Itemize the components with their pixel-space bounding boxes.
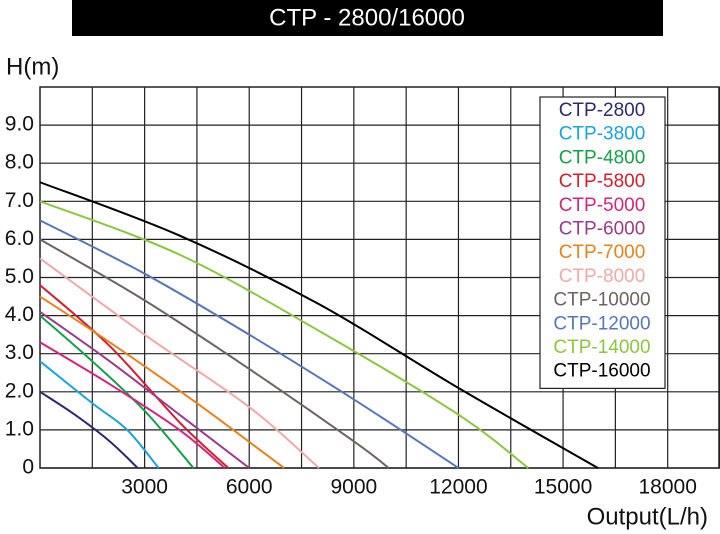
y-tick-label: 6.0 <box>5 227 34 250</box>
legend-label: CTP-3800 <box>559 124 646 145</box>
curve <box>39 200 529 469</box>
x-tick-label: 15000 <box>534 476 592 499</box>
legend-label: CTP-14000 <box>553 337 650 358</box>
curve <box>39 310 250 469</box>
x-axis-label: Output(L/h) <box>587 503 708 530</box>
y-tick-label: 3.0 <box>5 341 34 364</box>
curve <box>39 181 599 469</box>
y-tick-label: 1.0 <box>5 417 34 440</box>
title-bar <box>72 0 663 36</box>
y-tick-label: 4.0 <box>5 303 34 326</box>
x-tick-label: 18000 <box>638 476 696 499</box>
legend-label: CTP-12000 <box>553 313 650 334</box>
curve <box>39 360 160 469</box>
curve <box>39 341 226 469</box>
legend-label: CTP-8000 <box>559 266 646 287</box>
y-tick-label: 5.0 <box>5 265 34 288</box>
curve <box>39 314 195 469</box>
curve <box>39 295 285 469</box>
x-tick-label: 9000 <box>330 476 377 499</box>
curve <box>39 390 139 469</box>
legend-label: CTP-7000 <box>559 242 646 263</box>
plot-frame <box>39 86 720 469</box>
legend-label: CTP-6000 <box>559 219 646 240</box>
legend-label: CTP-5800 <box>559 171 646 192</box>
curve <box>39 219 460 469</box>
x-tick-label: 3000 <box>121 476 168 499</box>
curve <box>39 257 320 469</box>
y-tick-label: 9.0 <box>5 113 34 136</box>
y-tick-label: 7.0 <box>5 189 34 212</box>
legend-label: CTP-16000 <box>553 361 650 382</box>
legend-label: CTP-10000 <box>553 290 650 311</box>
legend-label: CTP-4800 <box>559 147 646 168</box>
legend-label: CTP-5000 <box>559 195 646 216</box>
y-tick-label: 2.0 <box>5 379 34 402</box>
x-tick-label: 6000 <box>226 476 273 499</box>
chart-title: CTP - 2800/16000 <box>269 4 465 31</box>
legend-label: CTP-2800 <box>559 100 646 121</box>
y-tick-label: 0 <box>22 456 34 479</box>
curve <box>39 238 390 469</box>
y-tick-label: 8.0 <box>5 151 34 174</box>
legend-box <box>539 96 666 389</box>
curve <box>39 284 229 469</box>
y-axis-label: H(m) <box>6 53 59 80</box>
x-tick-label: 12000 <box>429 476 487 499</box>
